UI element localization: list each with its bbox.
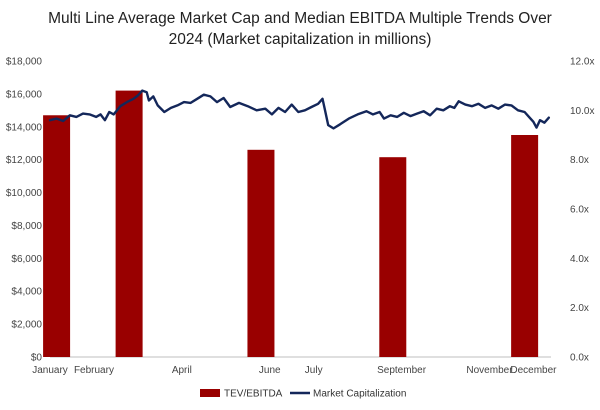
bar-tev-ebitda [511, 135, 539, 357]
y2-tick-label: 6.0x [570, 205, 589, 216]
x-tick-label: September [377, 365, 427, 376]
line-market-capitalization [48, 89, 550, 130]
legend-label-market-capitalization: Market Capitalization [313, 389, 406, 400]
chart-title: Multi Line Average Market Cap and Median… [48, 10, 552, 48]
legend: TEV/EBITDA Market Capitalization [200, 389, 406, 400]
y2-tick-label: 2.0x [570, 303, 589, 314]
y-tick-label: $2,000 [11, 320, 42, 331]
y-tick-label: $10,000 [6, 188, 43, 199]
y-tick-label: $4,000 [11, 287, 42, 298]
y-tick-label: $12,000 [6, 155, 43, 166]
y-tick-label: $16,000 [6, 89, 43, 100]
bar-tev-ebitda [247, 149, 275, 357]
y2-tick-label: 12.0x [570, 57, 594, 68]
x-tick-label: November [466, 365, 513, 376]
line-series [48, 89, 550, 130]
bar-tev-ebitda [115, 90, 143, 357]
y2-tick-label: 4.0x [570, 254, 589, 265]
chart-title-line-1: Multi Line Average Market Cap and Median… [48, 10, 552, 27]
bar-tev-ebitda [379, 157, 407, 357]
y-tick-label: $8,000 [11, 221, 42, 232]
chart-axes: $0 $2,000 $4,000 $6,000 $8,000 $10,000 $12,000… [6, 57, 595, 377]
x-tick-label: February [74, 365, 114, 376]
y-tick-label: $0 [31, 353, 43, 364]
bar-tev-ebitda [43, 115, 71, 358]
y-tick-label: $18,000 [6, 57, 43, 68]
legend-swatch-tev-ebitda [200, 389, 220, 397]
x-tick-label: January [32, 365, 68, 376]
x-tick-label: June [259, 365, 281, 376]
y-tick-label: $14,000 [6, 122, 43, 133]
bar-series [43, 90, 539, 358]
y2-tick-label: 10.0x [570, 106, 594, 117]
x-tick-label: April [172, 365, 192, 376]
y-tick-label: $6,000 [11, 254, 42, 265]
x-tick-label: December [510, 365, 557, 376]
legend-label-tev-ebitda: TEV/EBITDA [224, 389, 283, 400]
chart-title-line-2: 2024 (Market capitalization in millions) [169, 31, 432, 48]
y2-tick-label: 0.0x [570, 353, 589, 364]
y2-tick-label: 8.0x [570, 155, 589, 166]
x-tick-label: July [305, 365, 323, 376]
